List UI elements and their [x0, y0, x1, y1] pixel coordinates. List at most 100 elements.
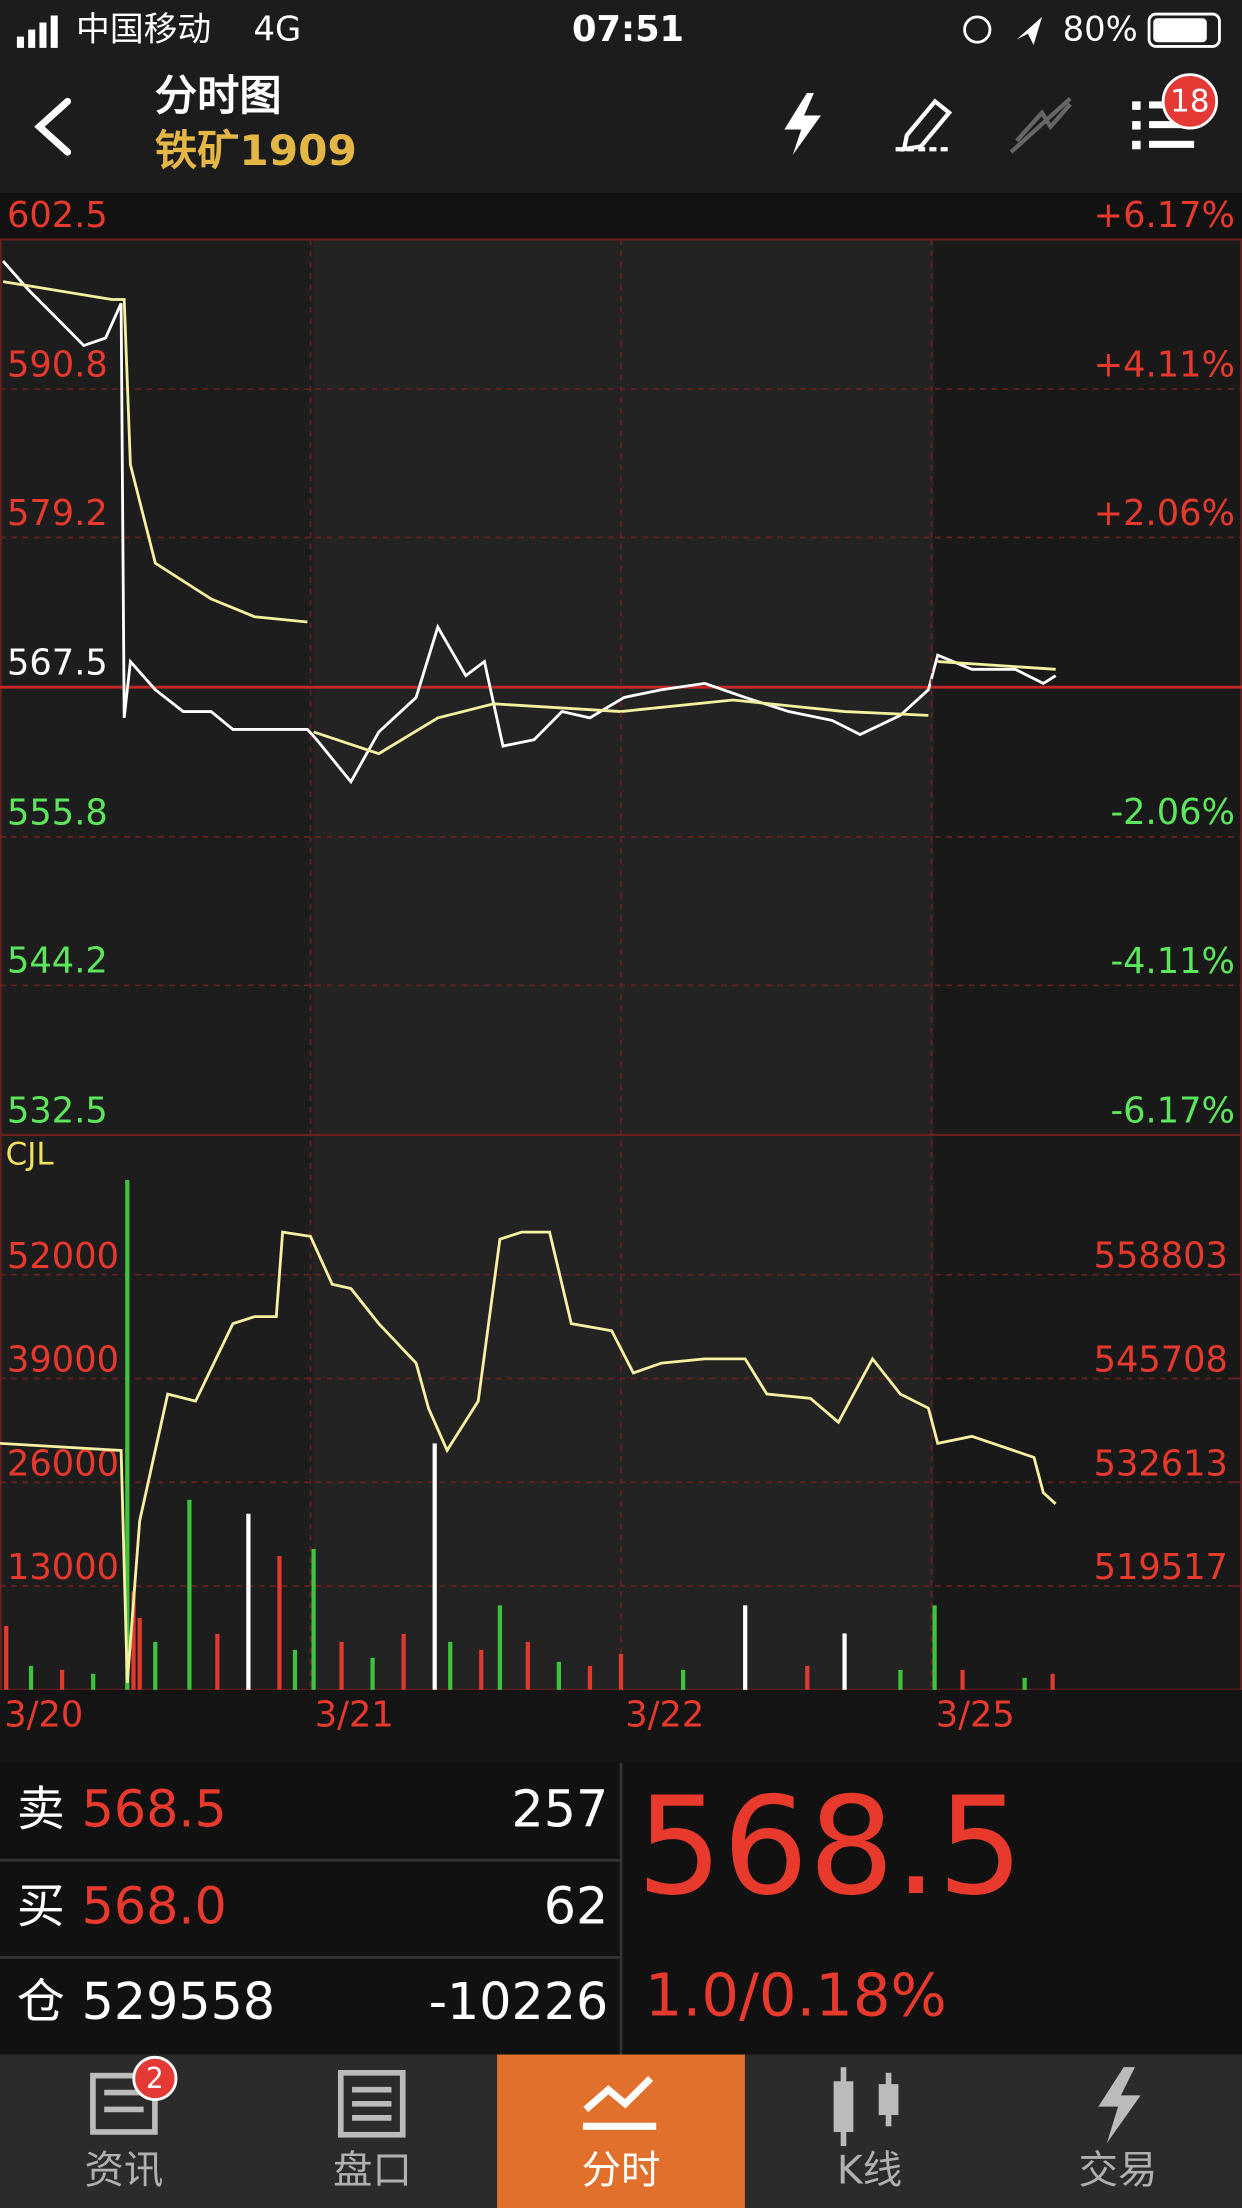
volume-bar: [1022, 1677, 1027, 1690]
quote-qty: 257: [512, 1779, 609, 1838]
y-tick-label: 555.8: [7, 792, 108, 833]
page-title: 分时图: [155, 71, 282, 120]
volume-bar: [401, 1633, 406, 1690]
volume-bar: [59, 1669, 65, 1690]
volume-bar: [91, 1673, 96, 1690]
draw-button[interactable]: [895, 98, 953, 152]
volume-bar: [292, 1649, 298, 1690]
x-tick-label: 3/21: [315, 1695, 394, 1736]
chart-layer: 602.5 590.8 579.2 567.5 555.8 544.2 532.5 +6.17…: [0, 195, 1242, 1736]
battery-level: 80%: [1063, 9, 1138, 48]
signal-icon: [16, 15, 58, 48]
volume-bar: [525, 1641, 530, 1690]
chart-top-strip: [0, 192, 1242, 240]
lock-icon: [963, 15, 992, 44]
quote-qty: -10226: [429, 1972, 609, 2031]
back-button[interactable]: [34, 97, 72, 156]
volume-bar: [311, 1548, 316, 1690]
volume-bar: [137, 1617, 142, 1690]
volume-bar: [215, 1633, 220, 1690]
price-change: 1.0/0.18%: [645, 1961, 947, 2030]
volume-bar: [4, 1625, 9, 1690]
carrier: 中国移动: [76, 9, 211, 48]
y2-tick-label: 558803: [1094, 1236, 1228, 1277]
news-icon[interactable]: [90, 2072, 158, 2135]
tab-label[interactable]: 分时: [582, 2147, 661, 2193]
volume-bar: [960, 1669, 965, 1690]
data-line: [0, 1230, 1057, 1683]
tab-label[interactable]: 盘口: [333, 2147, 412, 2193]
active-tab-bg[interactable]: [497, 2054, 745, 2208]
volume-bar: [277, 1556, 282, 1690]
tab-label[interactable]: 交易: [1079, 2147, 1158, 2193]
tab-label[interactable]: K线: [837, 2147, 902, 2193]
y-tick-label: 544.2: [7, 941, 108, 982]
volume-bar: [842, 1633, 847, 1690]
volume-bar: [805, 1665, 810, 1690]
x-tick-label: 3/22: [625, 1695, 704, 1736]
y-tick-label: 532.5: [7, 1090, 108, 1131]
y-tick-label: 602.5: [7, 195, 108, 236]
last-price: 568.5: [636, 1768, 1023, 1925]
y-tick-label: 579.2: [7, 493, 108, 534]
orderbook-icon[interactable]: [337, 2070, 406, 2138]
quote-label: 卖: [17, 1782, 65, 1837]
kline-icon[interactable]: [833, 2067, 899, 2147]
volume-bar: [497, 1605, 503, 1690]
flash-order-button[interactable]: [784, 92, 821, 155]
y2-tick-label: -6.17%: [1110, 1090, 1234, 1131]
quote-label: 仓: [17, 1975, 65, 2030]
volume-bar: [898, 1669, 903, 1690]
y2-tick-label: +4.11%: [1094, 344, 1235, 385]
y-tick-label: 39000: [7, 1340, 119, 1381]
session-bg: [933, 239, 1242, 1690]
volume-bar: [1050, 1673, 1055, 1690]
y2-tick-label: 532613: [1094, 1443, 1228, 1484]
volume-bar: [680, 1669, 686, 1690]
volume-bar: [743, 1605, 748, 1690]
volume-bar: [187, 1499, 192, 1690]
data-line: [937, 660, 1056, 671]
volume-bar: [618, 1653, 624, 1690]
volume-bar: [432, 1443, 437, 1690]
panel-title: CJL: [6, 1137, 55, 1173]
battery-icon: [1147, 12, 1221, 48]
y2-tick-label: +2.06%: [1094, 493, 1235, 534]
date-axis-bg: [0, 1689, 1242, 1764]
y-tick-label: 590.8: [7, 345, 108, 386]
tab-label[interactable]: 资讯: [85, 2147, 164, 2193]
quote-price: 568.0: [82, 1876, 227, 1935]
x-tick-label: 3/20: [4, 1695, 83, 1736]
y2-tick-label: 519517: [1094, 1547, 1228, 1588]
tab-layer: 资讯 2 盘口 分时 K线 交易: [85, 2062, 1158, 2193]
y-tick-label: 52000: [7, 1236, 119, 1277]
volume-bar: [587, 1665, 593, 1690]
clock: 07:51: [572, 9, 684, 50]
volume-bar: [131, 1591, 136, 1690]
volume-bar: [556, 1661, 562, 1690]
data-line: [2, 260, 1057, 785]
network: 4G: [253, 9, 301, 48]
y-tick-label: 13000: [7, 1547, 119, 1588]
session-bg: [312, 239, 934, 1690]
volume-bar: [370, 1657, 375, 1690]
volume-bar: [448, 1641, 453, 1690]
x-tick-label: 3/25: [936, 1695, 1015, 1736]
location-icon: [1016, 16, 1043, 46]
tab-badge: 2: [146, 2062, 164, 2095]
y2-tick-label: 545708: [1094, 1339, 1228, 1380]
trade-icon[interactable]: [1098, 2067, 1141, 2144]
timeshare-icon[interactable]: [583, 2075, 654, 2113]
volume-bar: [479, 1649, 484, 1690]
line-tool-button[interactable]: [1009, 97, 1072, 154]
battery-fill: [1153, 18, 1207, 43]
menu-badge-count: 18: [1170, 83, 1209, 119]
y-tick-label: 567.5: [7, 643, 108, 684]
y2-tick-label: -2.06%: [1110, 792, 1234, 833]
data-line: [313, 698, 929, 756]
y2-tick-label: +6.17%: [1094, 195, 1235, 236]
volume-bar: [246, 1513, 251, 1690]
y2-tick-label: -4.11%: [1110, 941, 1234, 982]
